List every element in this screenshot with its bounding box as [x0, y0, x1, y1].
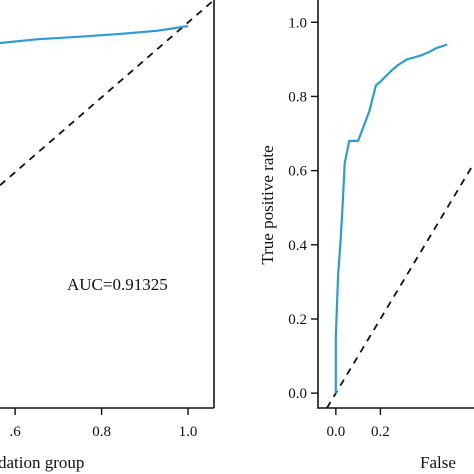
right-x-ticks: 0.0 0.2	[326, 408, 390, 440]
right-x-axis-label: False	[420, 453, 456, 472]
right-x-tick-label: 0.0	[326, 424, 345, 440]
left-x-axis-label: dation group	[0, 453, 84, 472]
roc-panel-validation: .6 0.8 1.0 AUC=0.91325 dation group	[0, 0, 215, 472]
auc-annotation: AUC=0.91325	[67, 275, 168, 294]
right-y-tick-label: 0.6	[288, 164, 307, 180]
right-x-tick-label: 0.2	[371, 424, 390, 440]
left-x-tick-label: 1.0	[179, 424, 198, 440]
right-y-tick-label: 0.2	[288, 312, 307, 328]
right-axes-lines	[317, 0, 474, 409]
roc-panel-right: 0.0 0.2 0.0 0.2 0.4 0.6 0.8 1.0 True positive …	[258, 0, 474, 472]
right-y-tick-label: 0.8	[288, 89, 307, 105]
right-y-tick-label: 0.4	[288, 238, 307, 254]
right-y-ticks: 0.0 0.2 0.4 0.6 0.8 1.0	[288, 15, 318, 402]
left-x-tick-label: 0.8	[92, 424, 111, 440]
right-y-axis-label: True positive rate	[258, 145, 277, 264]
right-y-tick-label: 1.0	[288, 15, 307, 31]
left-x-tick-label: .6	[10, 424, 22, 440]
left-reference-diagonal	[0, 0, 215, 186]
left-x-ticks: .6 0.8 1.0	[10, 408, 198, 440]
left-roc-curve	[0, 25, 189, 45]
right-roc-curve	[334, 43, 448, 394]
right-reference-diagonal	[326, 162, 474, 409]
right-y-tick-label: 0.0	[288, 386, 307, 402]
